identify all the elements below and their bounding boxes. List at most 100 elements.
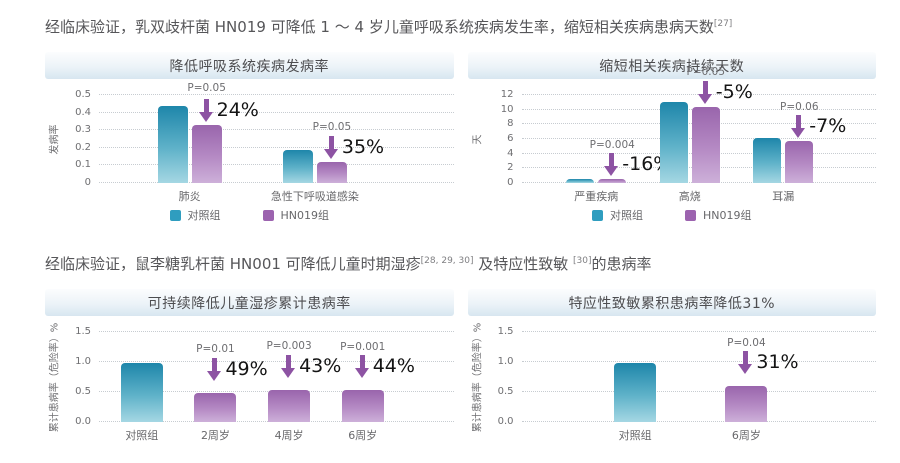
y-tick-label: 0.3 [75, 124, 91, 136]
reduction-percent: 31% [756, 351, 799, 373]
p-value-label: P=0.004 [589, 138, 635, 151]
bar-group: 4周岁 43% P=0.003 [266, 341, 341, 442]
bars [120, 363, 163, 422]
reduction-annotation: 44% [354, 355, 415, 379]
reduction-percent: 24% [216, 98, 259, 121]
citation-30: [30] [573, 256, 592, 266]
chart-respiratory-incidence: 发病率 0.5 0.4 0.3 0.2 0.1 0 肺炎 24% P=0.05 急性下呼吸道感染 35… [45, 83, 454, 223]
legend-item: HN019组 [262, 207, 329, 223]
y-axis-label-text: 累计患病率（危险率）% [49, 322, 61, 432]
row-hn001-charts: 可持续降低儿童湿疹累计患病率 累计患病率（危险率）% 1.5 1.0 0.5 0.0 对照… [45, 289, 877, 442]
reduction-percent: -16% [622, 153, 672, 176]
gridline [521, 421, 876, 422]
reduction-annotation: -7% [791, 115, 847, 139]
control-bar [157, 105, 188, 183]
reduction-percent: 49% [225, 357, 268, 380]
chart-body: 天 12 10 8 6 4 2 0 严重疾病 -16% P=0.004 高烧 -5% P=0.05 耳漏 -7… [468, 67, 877, 203]
y-tick-label: 0 [507, 177, 514, 188]
y-axis-label: 天 [468, 95, 484, 183]
x-axis-label: 2周岁 [200, 429, 230, 442]
bar-group: 2周岁 49% P=0.01 [194, 344, 268, 442]
gridline [99, 331, 454, 332]
panel-disease-duration: 缩短相关疾病持续天数 天 12 10 8 6 4 2 0 严重疾病 -16% P=0.004 高烧 -5… [467, 52, 877, 223]
chart-title-band: 可持续降低儿童湿疹累计患病率 [45, 289, 454, 316]
gridline [99, 94, 454, 95]
treatment-bar [268, 389, 311, 422]
chart-eczema-rate: 累计患病率（危险率）% 1.5 1.0 0.5 0.0 对照组 2周岁 49% P=0.01 4周… [45, 322, 454, 442]
panel-atopic-sensitization: 特应性致敏累积患病率降低31% 累计患病率（危险率）% 1.5 1.0 0.5 0.0 对… [467, 289, 877, 442]
p-value-label: P=0.05 [686, 66, 726, 79]
bar-group: 肺炎 24% P=0.05 [157, 83, 259, 203]
treatment-bar [785, 141, 814, 183]
treatment-bar [598, 179, 627, 183]
y-tick-label: 0 [84, 177, 91, 188]
bar-group: 6周岁 31% P=0.04 [725, 337, 799, 442]
down-arrow-icon [207, 357, 222, 381]
y-tick-label: 12 [500, 89, 514, 100]
x-axis-label: 严重疾病 [574, 190, 619, 203]
y-tick-label: 0.5 [75, 89, 91, 100]
down-arrow-icon [697, 80, 713, 104]
heading-text: 经临床验证，乳双歧杆菌 HN019 可降低 1 ～ 4 岁儿童呼吸系统疾病发生率… [45, 18, 714, 36]
legend-item: 对照组 [592, 207, 643, 223]
reduction-annotation: -5% [697, 80, 753, 104]
gridline [521, 391, 876, 392]
y-axis: 1.5 1.0 0.5 0.0 [484, 327, 522, 427]
bar-groups: 对照组 6周岁 31% P=0.04 [522, 332, 877, 442]
p-value-label: P=0.05 [312, 121, 352, 134]
down-arrow-icon [738, 351, 753, 374]
reduction-percent: 43% [299, 354, 342, 377]
legend-swatch [262, 209, 274, 221]
chart-title-band: 特应性致敏累积患病率降低31% [467, 289, 876, 316]
y-axis: 1.5 1.0 0.5 0.0 [61, 327, 99, 427]
gridline [521, 361, 876, 362]
bar-group: 6周岁 44% P=0.001 [340, 342, 415, 442]
plot-area: 对照组 6周岁 31% P=0.04 [521, 331, 877, 442]
row-hn019-charts: 降低呼吸系统疾病发病率 发病率 0.5 0.4 0.3 0.2 0.1 0 肺炎 24% P=0.… [45, 52, 876, 223]
y-tick-label: 0.0 [497, 416, 514, 427]
p-value-label: P=0.001 [340, 340, 386, 353]
legend: 对照组 HN019组 [45, 207, 454, 223]
heading-text: 及特应性致敏 [473, 255, 574, 273]
bar-groups: 严重疾病 -16% P=0.004 高烧 -5% P=0.05 耳漏 -7% P=0.06 [522, 67, 877, 203]
bar-groups: 对照组 2周岁 49% P=0.01 4周岁 43% P=0.003 6周岁 44% P=0.00… [99, 332, 454, 442]
reduction-percent: -5% [715, 80, 753, 103]
bars [725, 386, 768, 422]
chart-title: 可持续降低儿童湿疹累计患病率 [147, 295, 351, 312]
y-tick-label: 1.5 [497, 326, 514, 337]
bars [659, 102, 720, 183]
x-axis-label: 6周岁 [348, 429, 378, 442]
y-tick-label: 4 [507, 147, 514, 159]
chart-body: 累计患病率（危险率）% 1.5 1.0 0.5 0.0 对照组 6周岁 31% P=0.04 [468, 322, 877, 442]
y-tick-label: 2 [507, 162, 514, 174]
chart-body: 累计患病率（危险率）% 1.5 1.0 0.5 0.0 对照组 2周岁 49% P=0.01 4周… [45, 322, 454, 442]
plot-area: 对照组 2周岁 49% P=0.01 4周岁 43% P=0.003 6周岁 44% P=0.00… [99, 331, 454, 442]
y-axis-label-text: 累计患病率（危险率）% [472, 322, 484, 432]
p-value-label: P=0.05 [187, 82, 226, 95]
legend: 对照组 HN019组 [468, 207, 877, 223]
chart-title: 缩短相关疾病持续天数 [599, 58, 745, 75]
y-axis: 12 10 8 6 4 2 0 [484, 90, 522, 188]
reduction-annotation: -16% [604, 153, 672, 177]
control-bar [753, 137, 782, 183]
legend-swatch [685, 209, 696, 221]
chart-title: 降低呼吸系统疾病发病率 [169, 58, 329, 75]
control-bar [659, 102, 688, 183]
y-axis-label: 发病率 [45, 95, 61, 183]
gridline [99, 111, 454, 113]
x-axis-label: 对照组 [125, 429, 159, 442]
reduction-percent: -7% [809, 115, 847, 138]
chart-disease-duration: 天 12 10 8 6 4 2 0 严重疾病 -16% P=0.004 高烧 -5% P=0.05 耳漏 -7… [468, 67, 877, 223]
treatment-bar [191, 124, 222, 183]
down-arrow-icon [198, 98, 214, 122]
y-tick-label: 8 [507, 118, 514, 130]
bar-group: 对照组 [120, 363, 163, 442]
legend-item: 对照组 [169, 207, 221, 223]
bar-group: 急性下呼吸道感染 35% P=0.05 [271, 122, 384, 203]
citation-27: [27] [713, 19, 733, 29]
x-axis-label: 对照组 [618, 429, 652, 442]
y-axis-label-text: 天 [472, 134, 483, 144]
gridline [99, 129, 454, 131]
section-heading-hn001: 经临床验证，鼠李糖乳杆菌 HN001 可降低儿童时期湿疹[28, 29, 30]… [45, 253, 876, 274]
treatment-bar [316, 161, 347, 183]
